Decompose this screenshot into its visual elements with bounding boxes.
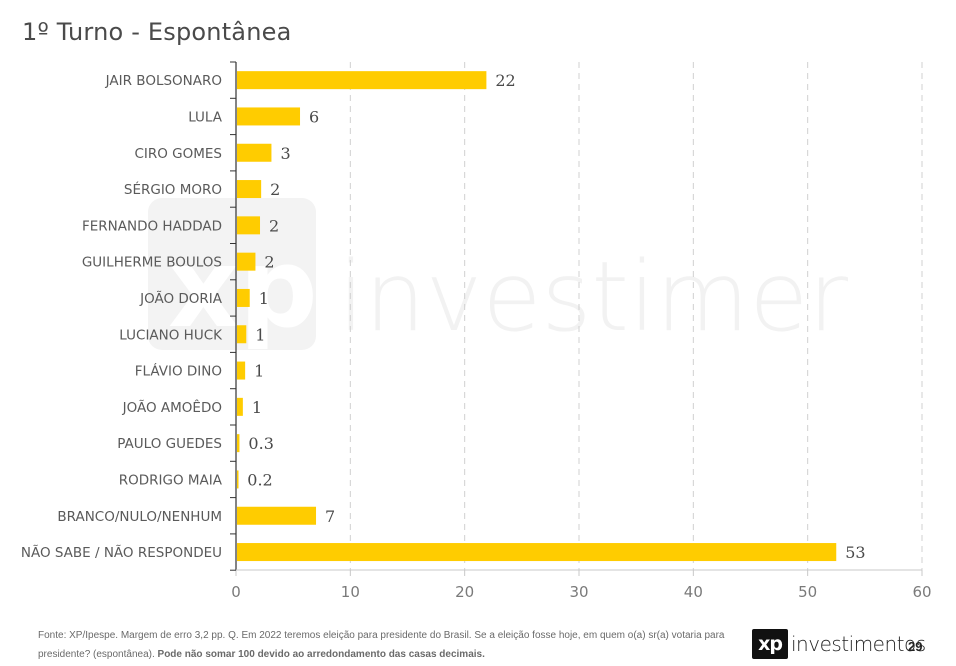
- category-label: JOÃO DORIA: [139, 290, 223, 307]
- x-tick-label: 10: [341, 583, 360, 601]
- bar: [237, 543, 837, 562]
- bar: [237, 143, 272, 162]
- data-label: 1: [259, 289, 269, 308]
- category-label: CIRO GOMES: [134, 146, 222, 162]
- data-label: 2: [270, 180, 280, 199]
- bar: [237, 107, 301, 126]
- x-tick-label: 50: [798, 583, 817, 601]
- data-label: 22: [495, 71, 515, 90]
- x-tick-label: 40: [684, 583, 703, 601]
- bar: [237, 506, 317, 525]
- bar: [237, 434, 240, 453]
- data-label: 1: [255, 325, 265, 344]
- bar: [237, 397, 243, 416]
- x-tick-label: 0: [231, 583, 241, 601]
- footer-note: Pode não somar 100 devido ao arredondame…: [157, 649, 485, 660]
- data-label: 6: [309, 107, 319, 126]
- bar: [237, 216, 261, 235]
- bar: [237, 288, 250, 307]
- footer-source: Fonte: XP/Ipespe. Margem de erro 3,2 pp.…: [38, 626, 728, 664]
- data-label: 53: [845, 543, 865, 562]
- x-tick-label: 60: [912, 583, 931, 601]
- logo-mark: xp: [752, 629, 788, 659]
- data-label: 0.2: [247, 470, 272, 489]
- page-number: 29: [908, 639, 923, 654]
- category-label: BRANCO/NULO/NENHUM: [57, 509, 222, 525]
- bar: [237, 325, 247, 344]
- category-label: FLÁVIO DINO: [135, 363, 222, 380]
- category-label: JOÃO AMOÊDO: [122, 398, 222, 416]
- data-label: 2: [269, 216, 279, 235]
- bar: [237, 470, 239, 489]
- category-label: RODRIGO MAIA: [119, 472, 223, 488]
- x-tick-label: 20: [455, 583, 474, 601]
- category-label: LULA: [188, 109, 223, 125]
- brand-logo: xp investimentos: [752, 628, 926, 660]
- category-label: NÃO SABE / NÃO RESPONDEU: [21, 544, 222, 561]
- logo-text: investimentos: [791, 632, 926, 656]
- bar: [237, 252, 256, 271]
- data-label: 3: [280, 144, 290, 163]
- bar: [237, 361, 246, 380]
- data-label: 1: [252, 398, 262, 417]
- category-label: LUCIANO HUCK: [119, 327, 223, 343]
- data-label: 7: [325, 507, 335, 526]
- category-label: FERNANDO HADDAD: [82, 218, 222, 234]
- x-tick-label: 30: [569, 583, 588, 601]
- footer-text: Fonte: XP/Ipespe. Margem de erro 3,2 pp.…: [38, 630, 725, 660]
- category-label: JAIR BOLSONARO: [105, 73, 222, 89]
- category-label: PAULO GUEDES: [117, 436, 222, 452]
- category-label: SÉRGIO MORO: [124, 181, 222, 198]
- chart-title: 1º Turno - Espontânea: [22, 18, 292, 46]
- data-label: 1: [254, 362, 264, 381]
- bar: [237, 71, 487, 90]
- data-label: 2: [264, 253, 274, 272]
- bar: [237, 180, 262, 199]
- category-label: GUILHERME BOULOS: [82, 255, 222, 271]
- data-label: 0.3: [248, 434, 273, 453]
